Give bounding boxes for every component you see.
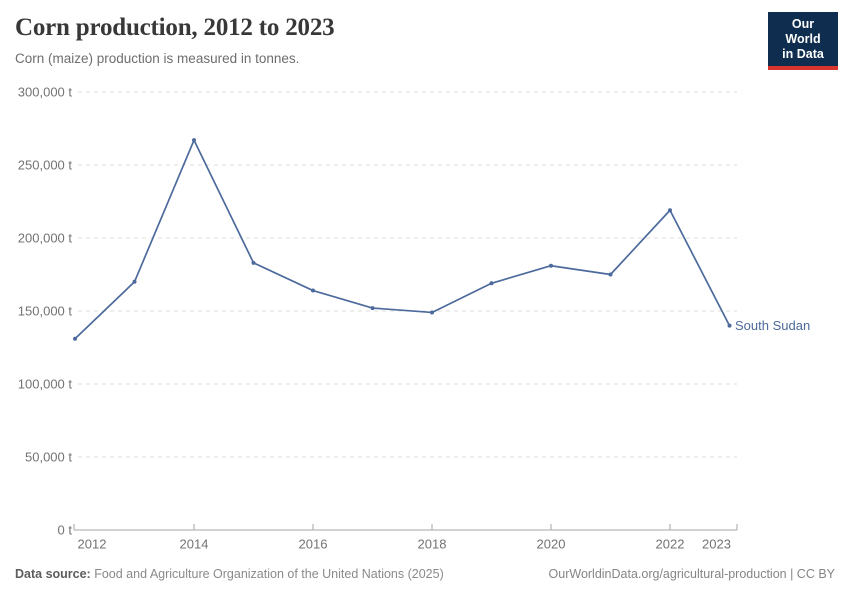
y-axis-tick-label: 50,000 t bbox=[25, 450, 72, 465]
chart-title: Corn production, 2012 to 2023 bbox=[15, 14, 335, 41]
x-axis-tick-label: 2012 bbox=[78, 537, 107, 552]
data-source: Data source: Food and Agriculture Organi… bbox=[15, 567, 444, 581]
data-line-south-sudan[interactable] bbox=[74, 139, 731, 340]
data-point-2016[interactable] bbox=[311, 288, 315, 293]
data-point-2014[interactable] bbox=[192, 138, 196, 143]
data-source-text: Food and Agriculture Organization of the… bbox=[94, 567, 444, 581]
y-axis-tick-label: 100,000 t bbox=[18, 377, 73, 392]
x-axis-tick-label: 2023 bbox=[702, 537, 731, 552]
x-axis-tick-label: 2022 bbox=[656, 537, 685, 552]
y-axis-tick-label: 200,000 t bbox=[18, 231, 73, 246]
x-axis-tick-label: 2018 bbox=[418, 537, 447, 552]
chart-subtitle: Corn (maize) production is measured in t… bbox=[15, 51, 300, 66]
data-point-2023[interactable] bbox=[727, 323, 732, 328]
y-axis-tick-label: 250,000 t bbox=[18, 158, 73, 173]
x-axis-tick-label: 2020 bbox=[537, 537, 566, 552]
data-point-2015[interactable] bbox=[251, 260, 256, 265]
data-point-2017[interactable] bbox=[370, 306, 375, 311]
y-axis-tick-label: 300,000 t bbox=[18, 85, 73, 100]
series-label-south-sudan: South Sudan bbox=[735, 318, 810, 333]
y-axis-tick-label: 0 t bbox=[58, 523, 73, 538]
x-axis-tick-label: 2014 bbox=[180, 537, 209, 552]
data-point-2012[interactable] bbox=[73, 336, 77, 341]
chart-footer: Data source: Food and Agriculture Organi… bbox=[15, 567, 835, 581]
owid-link[interactable]: OurWorldinData.org/agricultural-producti… bbox=[548, 567, 835, 581]
owid-logo-line1: Our World bbox=[785, 17, 821, 46]
data-point-2018[interactable] bbox=[430, 310, 434, 315]
data-point-2020[interactable] bbox=[549, 263, 553, 268]
data-source-label: Data source: bbox=[15, 567, 91, 581]
data-point-2022[interactable] bbox=[668, 208, 672, 213]
data-point-2013[interactable] bbox=[132, 279, 137, 284]
owid-logo[interactable]: Our World in Data bbox=[768, 12, 838, 70]
owid-logo-line2: in Data bbox=[782, 47, 824, 61]
data-point-2021[interactable] bbox=[608, 272, 613, 277]
y-axis-tick-label: 150,000 t bbox=[18, 304, 73, 319]
data-point-2019[interactable] bbox=[489, 281, 494, 286]
x-axis-tick-label: 2016 bbox=[299, 537, 328, 552]
